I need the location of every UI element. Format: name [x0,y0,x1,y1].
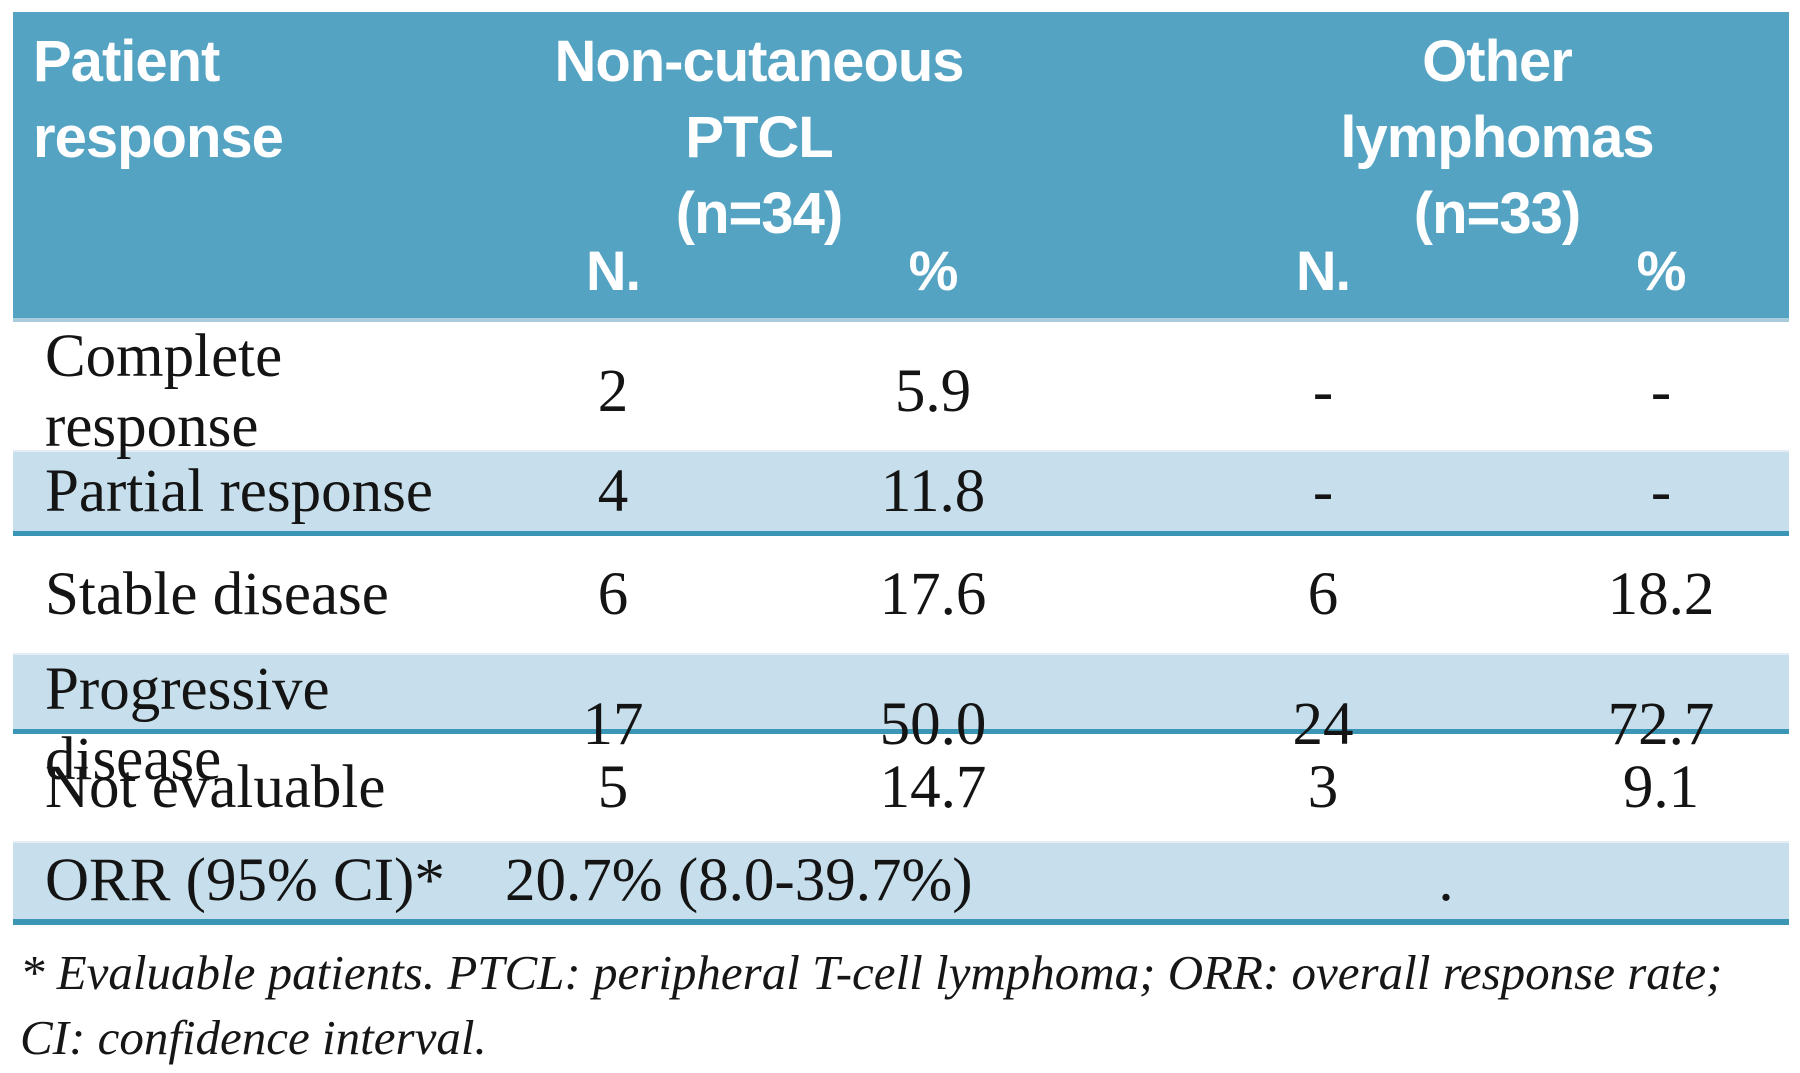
header-subrow: N. % N. % [13,228,1789,312]
row-label: Complete response [45,323,283,460]
group1-line3: (n=34) [675,181,843,246]
col-header-other-pct: % [1636,238,1687,302]
row-label: Progressive disease [45,656,330,793]
cell-other-pct: - [1650,457,1672,525]
group2-line2: lymphomas [1340,105,1654,170]
table-row-partial-response: Partial response 4 11.8 - - [13,450,1789,536]
header-group-noncutaneous-ptcl: Non-cutaneous PTCL (n=34) [439,24,1079,252]
cell-ptcl-pct: 17.6 [879,560,987,628]
cell-other-n: - [1312,358,1334,425]
cell-ptcl-pct: 50.0 [879,691,987,758]
table-row-complete-response: Complete response 2 5.9 - - [13,322,1789,460]
header-row-label-line2: response [33,105,284,170]
cell-ptcl-pct: 14.7 [879,753,987,821]
orr-ptcl-value: 20.7% (8.0-39.7%) [505,847,973,914]
patient-response-table: Patient response Non-cutaneous PTCL (n=3… [13,12,1789,925]
header-row-label-line1: Patient [33,29,220,94]
cell-ptcl-n: 6 [597,560,629,628]
row-label: Partial response [45,457,433,525]
cell-ptcl-pct: 11.8 [880,457,986,525]
cell-other-n: 24 [1292,691,1354,758]
table-row-orr: ORR (95% CI)* 20.7% (8.0-39.7%) . [13,841,1789,925]
table-header: Patient response Non-cutaneous PTCL (n=3… [13,12,1789,322]
cell-other-n: 6 [1307,560,1339,628]
table-row-stable-disease: Stable disease 6 17.6 6 18.2 [13,536,1789,653]
cell-other-pct: 9.1 [1622,753,1700,821]
table-footnote: * Evaluable patients. PTCL: peripheral T… [20,945,1723,1065]
orr-other-value: . [1438,847,1454,914]
cell-other-pct: 18.2 [1607,560,1715,628]
table-row-not-evaluable: Not evaluable 5 14.7 3 9.1 [13,734,1789,841]
cell-other-pct: 72.7 [1607,691,1715,758]
cell-ptcl-n: 17 [582,691,644,758]
cell-ptcl-n: 5 [597,753,629,821]
header-group-other-lymphomas: Other lymphomas (n=33) [1159,24,1800,252]
cell-other-n: 3 [1307,753,1339,821]
cell-other-pct: - [1650,358,1672,425]
cell-other-n: - [1312,457,1334,525]
row-label: Stable disease [45,560,389,628]
orr-label: ORR (95% CI)* [45,847,445,914]
table-row-progressive-disease: Progressive disease 17 50.0 24 72.7 [13,653,1789,793]
group1-line2: PTCL [685,105,833,170]
header-row-label: Patient response [33,24,284,176]
group1-line1: Non-cutaneous [554,29,964,94]
col-header-ptcl-pct: % [908,238,959,302]
cell-ptcl-pct: 5.9 [894,358,972,425]
row-label: Not evaluable [45,753,386,821]
col-header-ptcl-n: N. [586,238,641,302]
table-figure: Patient response Non-cutaneous PTCL (n=3… [13,12,1789,1070]
col-header-other-n: N. [1296,238,1351,302]
group2-line3: (n=33) [1413,181,1581,246]
cell-ptcl-n: 2 [597,358,629,425]
cell-ptcl-n: 4 [597,457,629,525]
group2-line1: Other [1422,29,1573,94]
